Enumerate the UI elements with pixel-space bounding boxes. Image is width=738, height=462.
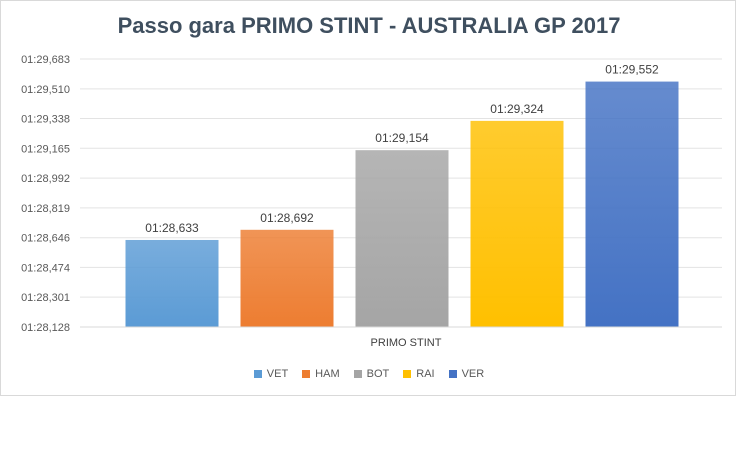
data-label-rai: 01:29,324	[490, 102, 544, 116]
y-tick-label: 01:28,474	[21, 262, 70, 274]
bar-bot	[355, 150, 449, 327]
y-tick-label: 01:29,510	[21, 84, 70, 96]
y-tick-label: 01:29,338	[21, 113, 70, 125]
data-label-vet: 01:28,633	[145, 221, 199, 235]
plot-area: 01:28,128 01:28,301 01:28,474 01:28,646 01:2…	[21, 54, 722, 349]
bar-ham	[240, 229, 334, 327]
legend-label: VER	[461, 368, 485, 380]
legend-item-ham: HAM	[302, 368, 340, 380]
y-tick-label: 01:28,646	[21, 233, 70, 245]
y-tick-label: 01:29,683	[21, 54, 70, 66]
y-tick-label: 01:29,165	[21, 143, 70, 155]
data-label-bot: 01:29,154	[375, 131, 429, 145]
legend-item-bot: BOT	[353, 368, 390, 380]
legend-label: BOT	[366, 368, 390, 380]
chart-title: Passo gara PRIMO STINT - AUSTRALIA GP 20…	[117, 13, 621, 38]
legend: VET HAM BOT RAI VER	[0, 368, 738, 380]
legend-swatch	[353, 370, 362, 378]
bar-rai	[470, 120, 564, 327]
legend-item-rai: RAI	[403, 368, 435, 380]
y-tick-label: 01:28,301	[21, 292, 70, 304]
legend-label: VET	[266, 368, 289, 380]
y-tick-label: 01:28,819	[21, 203, 70, 215]
y-tick-label: 01:28,128	[21, 322, 70, 334]
y-tick-label: 01:28,992	[21, 173, 70, 185]
legend-swatch	[302, 370, 311, 378]
legend-swatch	[403, 370, 412, 378]
bar-ver	[585, 81, 679, 328]
x-category-label: PRIMO STINT	[371, 337, 442, 349]
legend-label: HAM	[315, 368, 340, 380]
legend-item-vet: VET	[253, 368, 289, 380]
legend-item-ver: VER	[448, 368, 485, 380]
legend-swatch	[253, 370, 262, 378]
legend-swatch	[448, 370, 457, 378]
data-label-ver: 01:29,552	[605, 63, 659, 77]
bar-vet	[125, 239, 219, 327]
legend-label: RAI	[416, 368, 435, 380]
data-label-ham: 01:28,692	[260, 211, 314, 225]
